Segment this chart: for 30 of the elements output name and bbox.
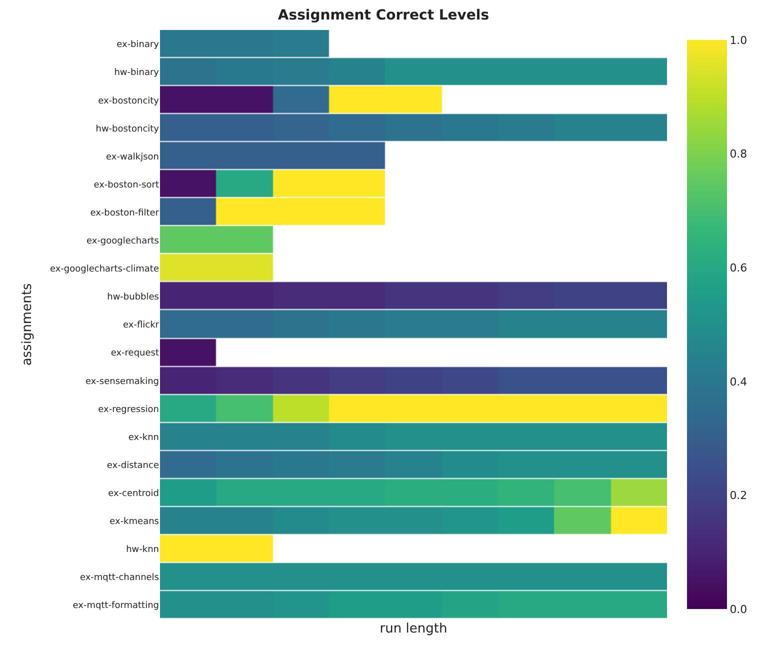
y-tick-label: ex-sensemaking <box>85 376 159 387</box>
y-tick-label: ex-regression <box>98 404 159 415</box>
color-bar-label: 0.6 <box>730 261 748 274</box>
color-bar-label: 0.0 <box>730 602 748 616</box>
x-axis-title: run length <box>380 622 448 637</box>
y-tick-label: ex-kmeans <box>110 516 160 527</box>
y-tick-label: ex-centroid <box>108 488 159 499</box>
y-tick-label: ex-googlecharts-climate <box>50 264 160 275</box>
y-tick-label: ex-mqtt-formatting <box>72 601 159 612</box>
color-bar-label: 0.8 <box>730 148 748 161</box>
y-tick-label: ex-flickr <box>123 320 160 331</box>
color-bar-label: 1.0 <box>730 34 748 47</box>
y-tick-label: ex-request <box>110 348 160 359</box>
y-tick-label: ex-mqtt-channels <box>80 573 160 584</box>
chart-title: Assignment Correct Levels <box>278 8 490 24</box>
y-tick-label: ex-distance <box>106 460 160 471</box>
y-tick-label: hw-bostoncity <box>96 124 160 134</box>
y-tick-label: ex-walkjson <box>106 152 159 162</box>
color-bar-label: 0.4 <box>730 375 748 388</box>
y-tick-label: ex-boston-sort <box>94 180 160 190</box>
color-bar-label: 0.2 <box>730 489 748 502</box>
y-tick-label: hw-bubbles <box>107 292 160 303</box>
y-tick-label: ex-knn <box>128 432 159 443</box>
y-tick-label: hw-knn <box>126 545 159 556</box>
y-tick-label: hw-binary <box>114 68 160 78</box>
y-axis-title: assignments <box>20 283 35 366</box>
y-tick-label: ex-googlecharts <box>86 236 160 247</box>
y-tick-label: ex-binary <box>116 40 160 50</box>
y-tick-label: ex-boston-filter <box>90 208 160 218</box>
y-tick-label: ex-bostoncity <box>98 96 160 106</box>
